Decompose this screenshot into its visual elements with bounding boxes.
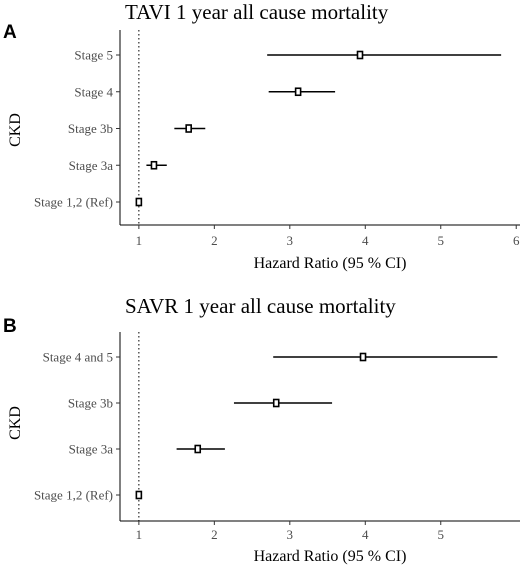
panel-a: A TAVI 1 year all cause mortality CKD Ha…	[3, 0, 520, 272]
panel-b-point-estimate	[135, 490, 143, 500]
panel-a-category-label: Stage 3a	[69, 158, 114, 173]
panel-b-x-axis-label: Hazard Ratio (95 % CI)	[254, 548, 407, 565]
panel-a-point-estimate	[294, 87, 302, 97]
panel-a-x-tick-label: 5	[438, 233, 445, 248]
panel-a-category-label: Stage 5	[74, 48, 113, 63]
panel-b-letter: B	[3, 316, 17, 337]
panel-b-title: SAVR 1 year all cause mortality	[125, 294, 396, 318]
panel-a-point-estimate	[135, 197, 143, 207]
panel-a-point-estimate	[185, 124, 192, 133]
panel-b-x-tick-label: 1	[136, 527, 143, 542]
panel-b-category-label: Stage 3a	[69, 442, 114, 457]
panel-b-category-label: Stage 3b	[68, 396, 113, 411]
panel-b-x-tick-label: 5	[438, 527, 445, 542]
panel-a-x-tick-label: 1	[136, 233, 143, 248]
panel-b: B SAVR 1 year all cause mortality CKD Ha…	[3, 294, 520, 565]
panel-a-x-tick-label: 6	[513, 233, 520, 248]
panel-b-x-tick-label: 2	[211, 527, 218, 542]
panel-b-point-estimate	[359, 352, 367, 362]
panel-a-category-label: Stage 3b	[68, 121, 113, 136]
panel-a-point-estimate	[150, 160, 158, 170]
panel-a-x-tick-label: 3	[287, 233, 294, 248]
panel-a-x-tick-label: 2	[211, 233, 218, 248]
panel-b-point-estimate	[194, 444, 202, 454]
panel-a-category-label: Stage 4	[74, 84, 113, 99]
panel-a-x-tick-label: 4	[362, 233, 369, 248]
panel-a-y-axis-label: CKD	[7, 113, 24, 147]
panel-b-x-tick-label: 4	[362, 527, 369, 542]
panel-b-category-label: Stage 1,2 (Ref)	[34, 488, 113, 503]
panel-a-marks: 1 2 3 4 5 6 Stage 5 Stage 4 Stage 3b Stage 3a Stag…	[34, 30, 520, 248]
panel-b-y-axis-label: CKD	[7, 406, 24, 440]
panel-b-marks: 1 2 3 4 5 Stage 4 and 5 Stage 3b Stage 3a Stage …	[34, 332, 520, 542]
panel-a-letter: A	[3, 22, 17, 43]
panel-a-point-estimate	[356, 50, 364, 60]
panel-b-category-label: Stage 4 and 5	[43, 350, 113, 365]
panel-b-x-tick-label: 3	[287, 527, 294, 542]
panel-a-title: TAVI 1 year all cause mortality	[125, 0, 389, 24]
panel-b-point-estimate	[272, 398, 280, 408]
panel-a-x-axis-label: Hazard Ratio (95 % CI)	[254, 255, 407, 272]
panel-a-category-label: Stage 1,2 (Ref)	[34, 195, 113, 210]
